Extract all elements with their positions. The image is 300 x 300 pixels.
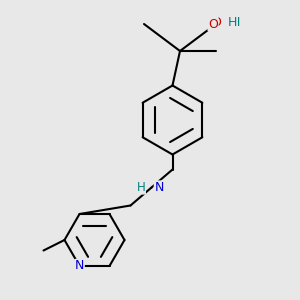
Text: H: H [228, 16, 237, 29]
Text: O: O [211, 16, 221, 29]
Text: H: H [136, 181, 146, 194]
Text: H: H [231, 16, 240, 29]
Text: N: N [75, 260, 84, 272]
Text: O: O [208, 17, 218, 31]
Text: N: N [154, 181, 164, 194]
